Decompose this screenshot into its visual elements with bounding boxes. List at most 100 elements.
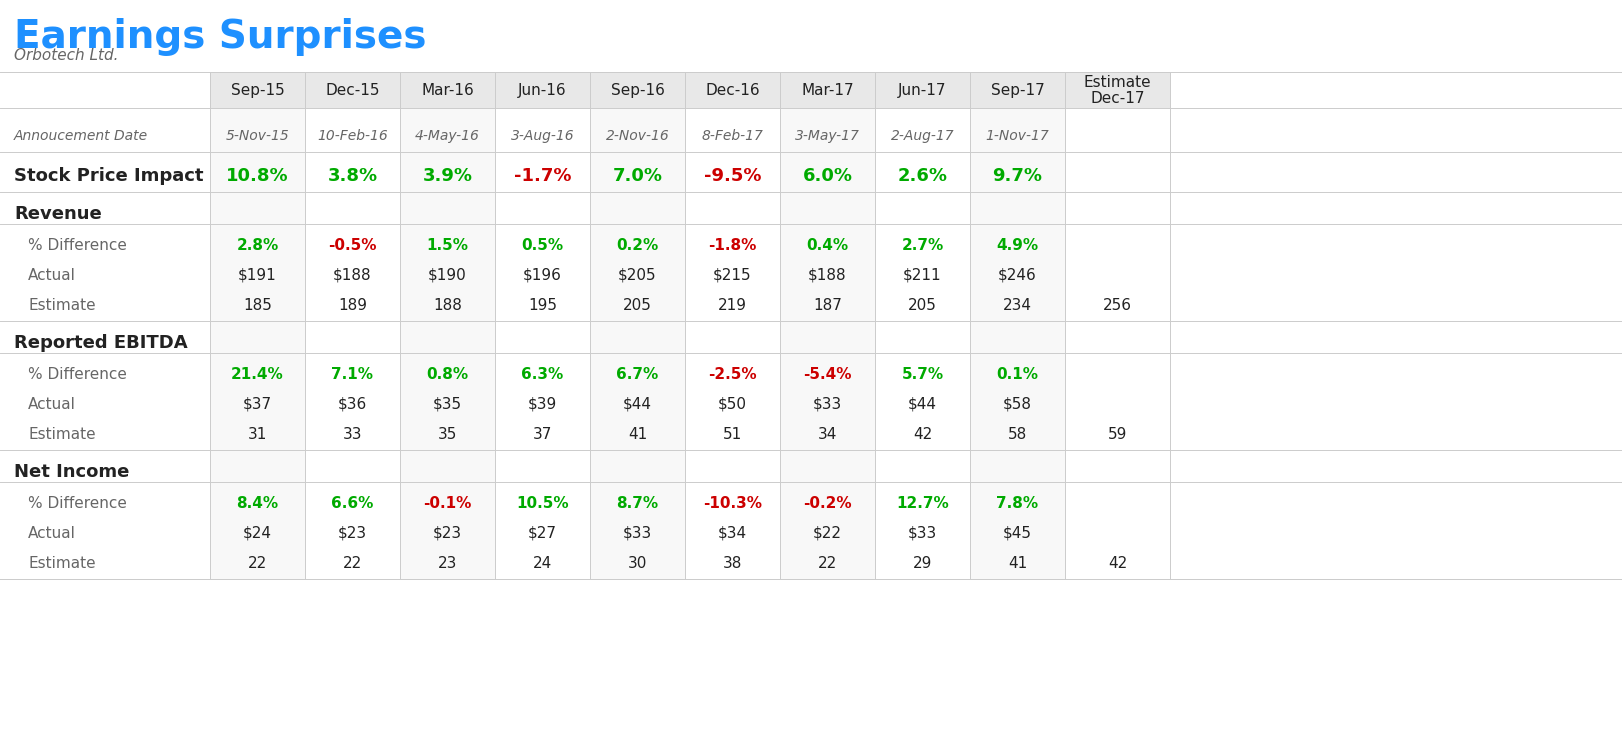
- Text: 205: 205: [908, 298, 938, 313]
- Text: 30: 30: [628, 556, 647, 571]
- Text: $45: $45: [1002, 526, 1032, 541]
- Text: -0.2%: -0.2%: [803, 495, 852, 510]
- Text: $44: $44: [908, 396, 938, 411]
- Text: 0.2%: 0.2%: [616, 238, 659, 253]
- Text: Estimate: Estimate: [1083, 75, 1152, 90]
- Text: Estimate: Estimate: [28, 556, 96, 571]
- Text: $35: $35: [433, 396, 462, 411]
- Text: 234: 234: [1002, 298, 1032, 313]
- Text: Stock Price Impact: Stock Price Impact: [15, 167, 203, 185]
- Text: -0.1%: -0.1%: [423, 495, 472, 510]
- Text: 29: 29: [913, 556, 933, 571]
- Text: 2-Nov-16: 2-Nov-16: [605, 129, 670, 143]
- Text: $34: $34: [719, 526, 748, 541]
- Text: 59: 59: [1108, 426, 1127, 441]
- Text: 256: 256: [1103, 298, 1132, 313]
- Bar: [209, 72, 305, 579]
- Bar: [970, 72, 1066, 579]
- Text: -10.3%: -10.3%: [702, 495, 762, 510]
- Text: 8-Feb-17: 8-Feb-17: [702, 129, 764, 143]
- Text: $39: $39: [527, 396, 556, 411]
- Text: $33: $33: [908, 526, 938, 541]
- Text: $191: $191: [238, 268, 277, 283]
- Text: -1.7%: -1.7%: [514, 167, 571, 185]
- Text: 35: 35: [438, 426, 457, 441]
- Text: % Difference: % Difference: [28, 238, 127, 253]
- Text: 22: 22: [342, 556, 362, 571]
- Text: $188: $188: [333, 268, 371, 283]
- Text: 187: 187: [813, 298, 842, 313]
- Text: 6.0%: 6.0%: [803, 167, 853, 185]
- Bar: [209, 72, 1169, 108]
- Text: $23: $23: [433, 526, 462, 541]
- Bar: [780, 72, 874, 579]
- Text: 22: 22: [817, 556, 837, 571]
- Text: 205: 205: [623, 298, 652, 313]
- Text: Earnings Surprises: Earnings Surprises: [15, 18, 427, 56]
- Bar: [590, 72, 684, 579]
- Text: -5.4%: -5.4%: [803, 367, 852, 381]
- Text: 12.7%: 12.7%: [895, 495, 949, 510]
- Text: 3-Aug-16: 3-Aug-16: [511, 129, 574, 143]
- Text: 4-May-16: 4-May-16: [415, 129, 480, 143]
- Text: $24: $24: [243, 526, 272, 541]
- Text: 5.7%: 5.7%: [902, 367, 944, 381]
- Text: Mar-17: Mar-17: [801, 82, 853, 97]
- Text: Sep-17: Sep-17: [991, 82, 1045, 97]
- Text: 21.4%: 21.4%: [230, 367, 284, 381]
- Text: 6.3%: 6.3%: [521, 367, 563, 381]
- Text: 9.7%: 9.7%: [993, 167, 1043, 185]
- Text: % Difference: % Difference: [28, 495, 127, 510]
- Text: 37: 37: [532, 426, 551, 441]
- Text: 1.5%: 1.5%: [427, 238, 469, 253]
- Text: 3.8%: 3.8%: [328, 167, 378, 185]
- Text: Actual: Actual: [28, 396, 76, 411]
- Text: 7.8%: 7.8%: [996, 495, 1038, 510]
- Text: 10.5%: 10.5%: [516, 495, 569, 510]
- Text: Reported EBITDA: Reported EBITDA: [15, 334, 188, 352]
- Text: Revenue: Revenue: [15, 205, 102, 223]
- Text: Sep-16: Sep-16: [610, 82, 665, 97]
- Text: Sep-15: Sep-15: [230, 82, 284, 97]
- Text: $211: $211: [903, 268, 942, 283]
- Text: $33: $33: [813, 396, 842, 411]
- Text: 41: 41: [628, 426, 647, 441]
- Text: $22: $22: [813, 526, 842, 541]
- Text: 6.7%: 6.7%: [616, 367, 659, 381]
- Text: $36: $36: [337, 396, 367, 411]
- Text: $23: $23: [337, 526, 367, 541]
- Text: Net Income: Net Income: [15, 463, 130, 481]
- Bar: [401, 72, 495, 579]
- Text: Jun-17: Jun-17: [899, 82, 947, 97]
- Text: Estimate: Estimate: [28, 426, 96, 441]
- Text: 22: 22: [248, 556, 268, 571]
- Text: 188: 188: [433, 298, 462, 313]
- Text: 3.9%: 3.9%: [422, 167, 472, 185]
- Text: $44: $44: [623, 396, 652, 411]
- Text: $205: $205: [618, 268, 657, 283]
- Text: Mar-16: Mar-16: [422, 82, 474, 97]
- Text: $58: $58: [1002, 396, 1032, 411]
- Text: 10.8%: 10.8%: [225, 167, 289, 185]
- Text: 58: 58: [1007, 426, 1027, 441]
- Text: 2.8%: 2.8%: [237, 238, 279, 253]
- Text: Dec-17: Dec-17: [1090, 91, 1145, 105]
- Text: 41: 41: [1007, 556, 1027, 571]
- Text: 42: 42: [1108, 556, 1127, 571]
- Text: 2.7%: 2.7%: [902, 238, 944, 253]
- Text: 8.7%: 8.7%: [616, 495, 659, 510]
- Text: 24: 24: [534, 556, 551, 571]
- Text: 10-Feb-16: 10-Feb-16: [318, 129, 388, 143]
- Text: Estimate: Estimate: [28, 298, 96, 313]
- Text: 7.1%: 7.1%: [331, 367, 373, 381]
- Text: $37: $37: [243, 396, 272, 411]
- Text: 3-May-17: 3-May-17: [795, 129, 860, 143]
- Text: 195: 195: [529, 298, 556, 313]
- Text: % Difference: % Difference: [28, 367, 127, 381]
- Text: -9.5%: -9.5%: [704, 167, 761, 185]
- Text: 2.6%: 2.6%: [897, 167, 947, 185]
- Text: $33: $33: [623, 526, 652, 541]
- Text: 38: 38: [723, 556, 743, 571]
- Text: 0.8%: 0.8%: [427, 367, 469, 381]
- Text: -1.8%: -1.8%: [709, 238, 757, 253]
